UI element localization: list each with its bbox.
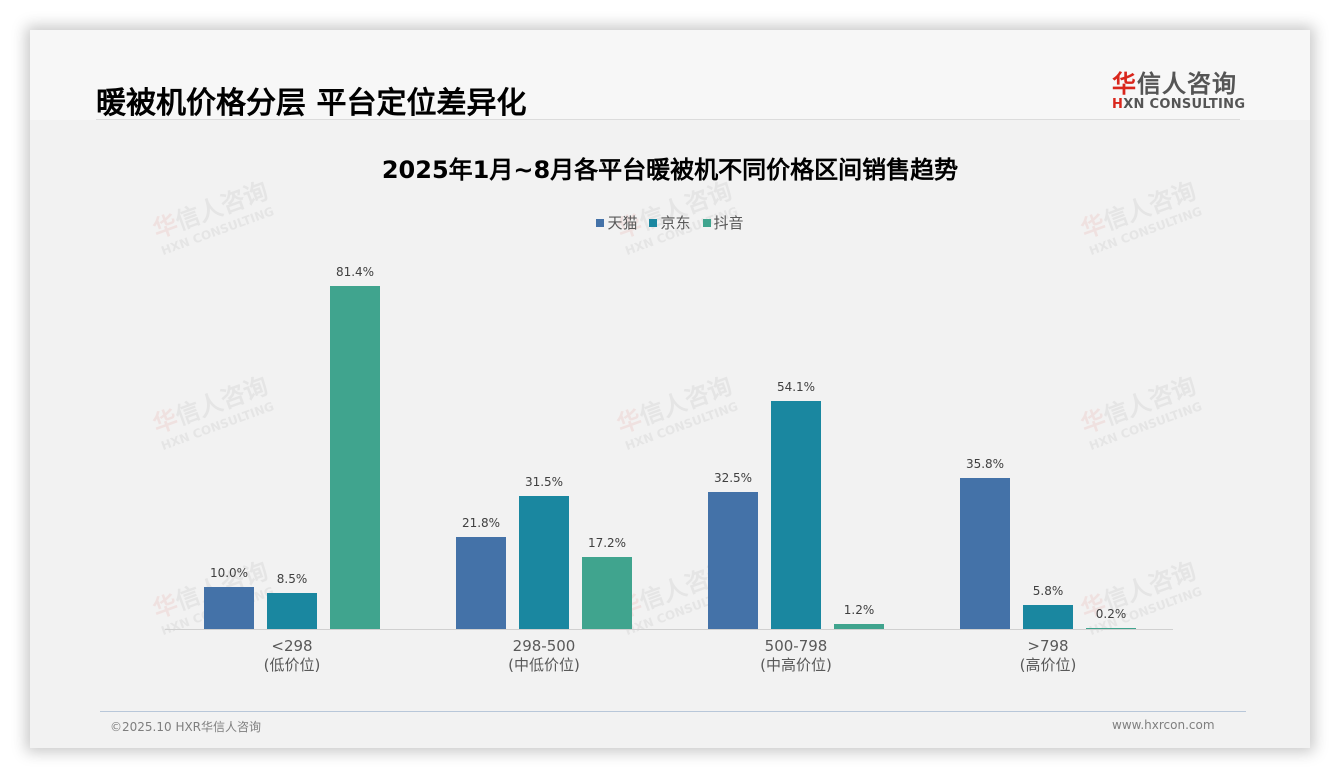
bar — [456, 537, 506, 629]
legend-label: 抖音 — [713, 214, 744, 232]
bar — [204, 586, 254, 629]
bar — [708, 492, 758, 629]
footer-divider — [100, 711, 1246, 712]
bar-chart-plot: 10.0% 8.5% 81.4% <298 (低价位) 21.8% 31.5% 17.2% 29… — [30, 30, 1310, 748]
bar — [267, 593, 317, 629]
bar-value-label: 0.2% — [1095, 607, 1127, 621]
bar — [834, 623, 884, 629]
category-range: 500-798 — [764, 637, 828, 655]
category-tier: (中高价位) — [760, 656, 832, 674]
x-axis-category-label: 298-500 (中低价位) — [464, 637, 624, 675]
legend-item: 天猫 — [596, 212, 637, 233]
bar-value-label: 21.8% — [461, 516, 501, 531]
bar-value-label: 54.1% — [776, 379, 816, 394]
legend-item: 抖音 — [702, 212, 744, 233]
chart-legend: 天猫 京东 抖音 — [30, 212, 1310, 233]
legend-swatch-icon — [649, 218, 658, 227]
logo-en-text: XN CONSULTING — [1123, 97, 1246, 112]
category-tier: (低价位) — [263, 656, 321, 674]
chart-title: 2025年1月~8月各平台暖被机不同价格区间销售趋势 — [381, 156, 959, 184]
logo-cn-text: 信人咨询 — [1137, 70, 1237, 98]
category-range: <298 — [271, 637, 313, 655]
title-divider — [96, 119, 1240, 120]
legend-label: 天猫 — [607, 214, 638, 232]
footer-website: www.hxrcon.com — [1112, 718, 1215, 732]
bar-value-label: 5.8% — [1032, 583, 1064, 598]
company-logo: 华信人咨询 HXN CONSULTING — [1112, 64, 1246, 112]
logo-en-accent: H — [1112, 97, 1124, 112]
category-range: 298-500 — [512, 637, 576, 655]
bar-value-label: 81.4% — [335, 264, 375, 279]
bar-value-label: 35.8% — [965, 457, 1005, 472]
page-title: 暖被机价格分层 平台定位差异化 — [96, 86, 527, 121]
bar-value-label: 17.2% — [587, 535, 627, 550]
category-tier: (高价位) — [1019, 656, 1077, 674]
logo-cn-accent: 华 — [1112, 70, 1137, 98]
bar — [582, 556, 632, 629]
footer-copyright: ©2025.10 HXR华信人咨询 — [110, 720, 262, 734]
x-axis-category-label: >798 (高价位) — [968, 637, 1128, 675]
bar-value-label: 10.0% — [209, 565, 249, 580]
category-range: >798 — [1027, 637, 1069, 655]
x-axis-category-label: <298 (低价位) — [212, 637, 372, 675]
legend-swatch-icon — [596, 218, 605, 227]
slide: 暖被机价格分层 平台定位差异化 华信人咨询 HXN CONSULTING 华信人… — [30, 30, 1310, 748]
bar-value-label: 8.5% — [276, 572, 308, 587]
bar-value-label: 32.5% — [713, 471, 753, 485]
category-tier: (中低价位) — [508, 656, 580, 674]
legend-swatch-icon — [702, 218, 711, 227]
bar-value-label: 1.2% — [843, 602, 875, 617]
bar — [330, 285, 380, 629]
legend-label: 京东 — [660, 214, 691, 232]
legend-item: 京东 — [649, 212, 691, 233]
bar — [771, 400, 821, 629]
bar — [519, 496, 569, 629]
logo-cn: 华信人咨询 — [1112, 64, 1242, 99]
logo-en: HXN CONSULTING — [1112, 97, 1246, 112]
header-band — [30, 30, 1310, 120]
bar-value-label: 31.5% — [524, 475, 564, 490]
bar — [1023, 604, 1073, 629]
x-axis-line — [165, 629, 1173, 630]
x-axis-category-label: 500-798 (中高价位) — [716, 637, 876, 675]
bar — [960, 478, 1010, 629]
bar — [1086, 628, 1136, 629]
